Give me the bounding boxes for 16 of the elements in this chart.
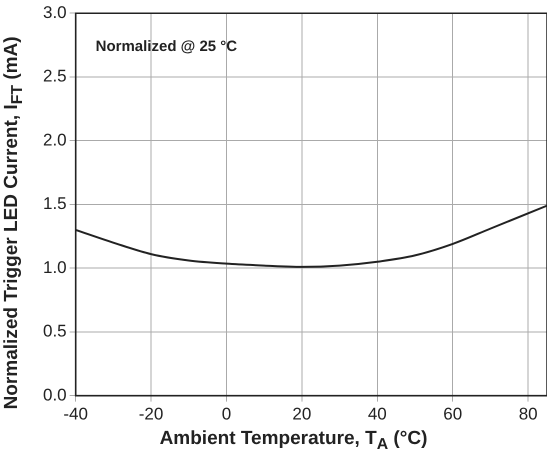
y-tick-label: 0.0 bbox=[42, 385, 67, 404]
y-tick-label: 2.5 bbox=[42, 66, 67, 86]
x-tick-label: 20 bbox=[292, 404, 312, 424]
annotation: Normalized @ 25 °C bbox=[96, 38, 238, 55]
x-tick-label: -20 bbox=[138, 404, 164, 424]
y-tick-label: 3.0 bbox=[42, 2, 67, 22]
x-tick-label: 0 bbox=[222, 404, 232, 424]
y-tick-label: 0.5 bbox=[42, 322, 67, 341]
y-tick-label: 1.5 bbox=[42, 194, 67, 214]
x-tick-label: 60 bbox=[443, 404, 462, 424]
x-tick-label: 40 bbox=[368, 404, 387, 424]
y-tick-label: 1.0 bbox=[42, 258, 67, 277]
x-tick-label: 80 bbox=[518, 404, 538, 424]
x-axis-title: Ambient Temperature, T$_{A}$ (°C) bbox=[158, 428, 428, 454]
x-tick-label: -40 bbox=[63, 404, 88, 424]
y-tick-label: 2.0 bbox=[42, 130, 67, 150]
